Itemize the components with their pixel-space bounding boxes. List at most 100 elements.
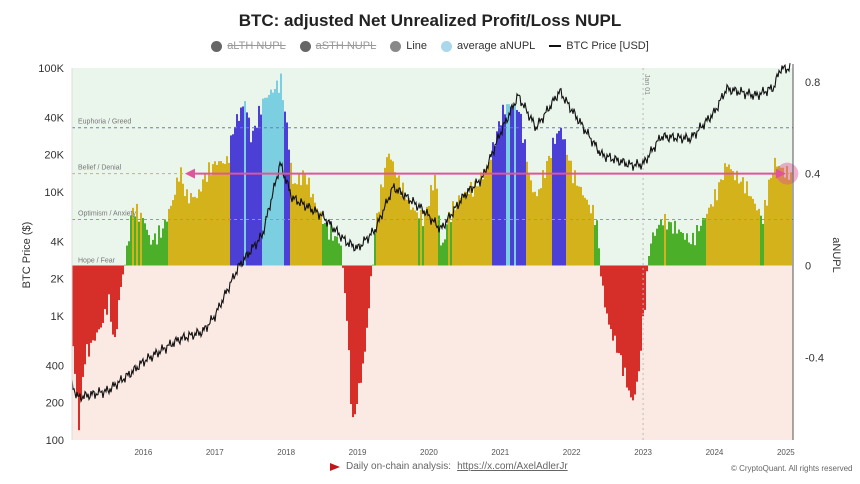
anupl-bar: [490, 159, 492, 266]
anupl-bar: [328, 239, 330, 266]
anupl-bar: [364, 265, 366, 352]
anupl-bar: [584, 197, 586, 266]
anupl-bar: [676, 233, 678, 266]
anupl-bar: [646, 265, 648, 272]
anupl-bar: [754, 203, 756, 266]
anupl-bar: [510, 106, 512, 266]
anupl-bar: [394, 172, 396, 266]
anupl-bar: [776, 166, 778, 266]
legend-item-alth[interactable]: aLTH NUPL: [211, 40, 286, 52]
anupl-bar: [562, 139, 564, 266]
y-axis-left-title: BTC Price ($): [21, 222, 33, 289]
anupl-bar: [238, 120, 240, 266]
legend-item-average[interactable]: average aNUPL: [441, 40, 535, 52]
anupl-bar: [224, 163, 226, 266]
anupl-bar: [592, 204, 594, 266]
anupl-bar: [648, 256, 650, 266]
anupl-bar: [216, 164, 218, 266]
anupl-bar: [300, 185, 302, 266]
anupl-bar: [80, 265, 82, 401]
anupl-bar: [160, 237, 162, 266]
anupl-bar: [524, 139, 526, 266]
legend-dot-icon: [211, 40, 223, 52]
anupl-bar: [366, 265, 368, 328]
anupl-bar: [790, 172, 792, 266]
anupl-bar: [756, 210, 758, 266]
anupl-bar: [644, 265, 646, 310]
legend-label: BTC Price [USD]: [566, 40, 649, 52]
anupl-bar: [420, 209, 422, 266]
anupl-bar: [112, 265, 114, 335]
anupl-bar: [418, 218, 420, 266]
x-tick: 2016: [134, 448, 152, 457]
anupl-bar: [268, 94, 270, 266]
anupl-bar: [372, 264, 374, 266]
anupl-bar: [154, 233, 156, 266]
anupl-bar: [686, 233, 688, 266]
anupl-bar: [286, 122, 288, 266]
anupl-bar: [232, 134, 234, 266]
anupl-bar: [220, 161, 222, 266]
anupl-bar: [148, 235, 150, 266]
anupl-bar: [702, 217, 704, 266]
anupl-bar: [728, 164, 730, 266]
anupl-bar: [446, 224, 448, 266]
footer-link[interactable]: https://x.com/AxelAdlerJr: [457, 461, 568, 472]
anupl-bar: [178, 181, 180, 266]
y-left-tick: 40K: [44, 112, 64, 124]
anupl-bar: [384, 167, 386, 266]
anupl-bar: [578, 186, 580, 266]
anupl-bar: [132, 207, 134, 266]
anupl-bar: [454, 210, 456, 266]
legend-item-line[interactable]: Line: [390, 40, 427, 52]
anupl-bar: [134, 216, 136, 266]
anupl-bar: [130, 215, 132, 266]
anupl-bar: [156, 244, 158, 266]
anupl-bar: [428, 206, 430, 266]
anupl-bar: [152, 239, 154, 266]
anupl-bar: [482, 179, 484, 266]
anupl-bar: [346, 265, 348, 321]
legend-item-asth[interactable]: aSTH NUPL: [299, 40, 376, 52]
anupl-bar: [518, 111, 520, 266]
anupl-bar: [708, 207, 710, 266]
anupl-bar: [376, 213, 378, 266]
anupl-bar: [716, 200, 718, 266]
anupl-bar: [472, 196, 474, 266]
x-tick: 2021: [491, 448, 509, 457]
anupl-bar: [746, 181, 748, 266]
y-left-tick: 100K: [38, 63, 64, 75]
anupl-bar: [362, 265, 364, 364]
y-left-tick: 20K: [44, 150, 64, 162]
anupl-bar: [84, 265, 86, 365]
legend-item-price[interactable]: BTC Price [USD]: [549, 40, 649, 52]
zone-label-3: Hope / Fear: [78, 257, 116, 264]
anupl-bar: [782, 167, 784, 266]
anupl-bar: [758, 208, 760, 266]
anupl-bar: [102, 265, 104, 323]
anupl-bar: [760, 215, 762, 266]
anupl-bar: [486, 166, 488, 266]
anupl-bar: [548, 155, 550, 266]
anupl-bar: [788, 179, 790, 266]
anupl-bar: [532, 192, 534, 266]
anupl-bar: [640, 265, 642, 351]
anupl-bar: [504, 114, 506, 266]
anupl-bar: [672, 233, 674, 266]
anupl-bar: [76, 265, 78, 397]
anupl-bar: [610, 265, 612, 330]
anupl-bar: [256, 127, 258, 266]
anupl-bar: [86, 265, 88, 345]
anupl-bar: [198, 189, 200, 266]
anupl-bar: [682, 233, 684, 266]
anupl-bar: [338, 243, 340, 266]
legend-line-icon: [549, 45, 562, 47]
anupl-bar: [336, 236, 338, 266]
anupl-bar: [626, 265, 628, 388]
anupl-bar: [166, 221, 168, 266]
anupl-bar: [594, 225, 596, 266]
anupl-bar: [94, 265, 96, 341]
anupl-bar: [468, 194, 470, 266]
anupl-bar: [72, 265, 74, 347]
